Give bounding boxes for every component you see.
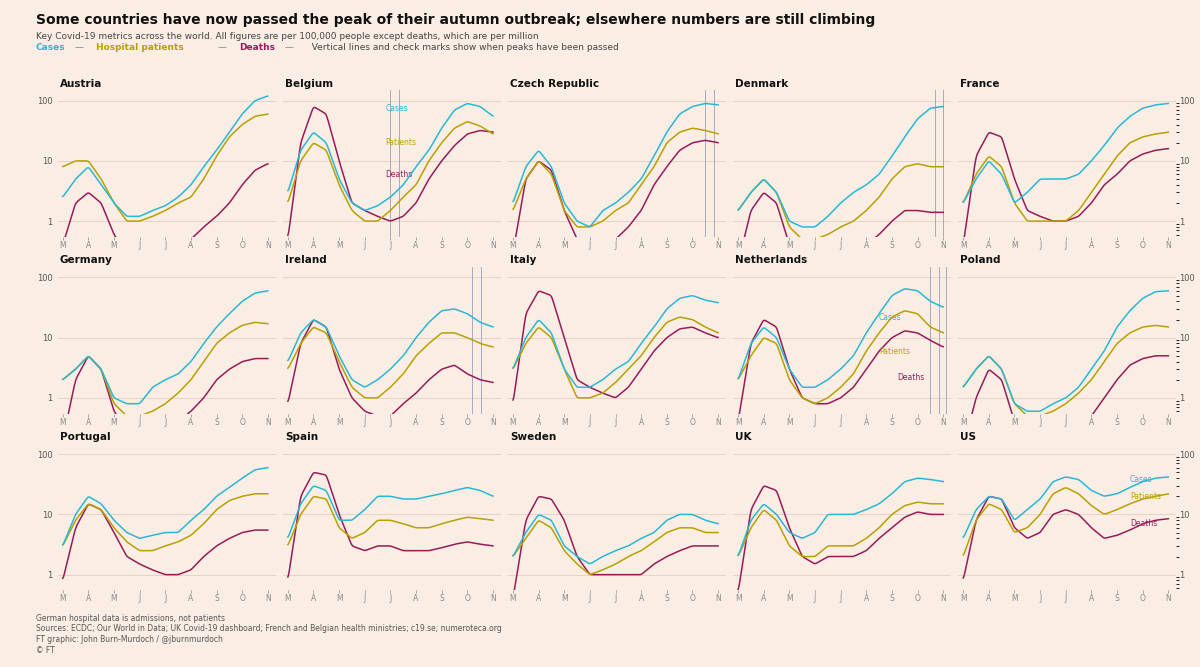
Text: Ireland: Ireland	[284, 255, 326, 265]
Text: Austria: Austria	[60, 79, 102, 89]
Text: Key Covid-19 metrics across the world. All figures are per 100,000 people except: Key Covid-19 metrics across the world. A…	[36, 32, 539, 41]
Text: Czech Republic: Czech Republic	[510, 79, 599, 89]
Text: German hospital data is admissions, not patients: German hospital data is admissions, not …	[36, 614, 226, 622]
Text: —: —	[218, 43, 227, 52]
Text: Sweden: Sweden	[510, 432, 557, 442]
Text: Netherlands: Netherlands	[736, 255, 808, 265]
Text: Cases: Cases	[385, 103, 408, 113]
Text: Patients: Patients	[880, 347, 910, 356]
Text: Deaths: Deaths	[898, 373, 924, 382]
Text: France: France	[960, 79, 1000, 89]
Text: UK: UK	[736, 432, 751, 442]
Text: Germany: Germany	[60, 255, 113, 265]
Text: Patients: Patients	[385, 138, 416, 147]
Text: Belgium: Belgium	[284, 79, 334, 89]
Text: US: US	[960, 432, 977, 442]
Text: FT graphic: John Burn-Murdoch / @jburnmurdoch: FT graphic: John Burn-Murdoch / @jburnmu…	[36, 635, 223, 644]
Text: Cases: Cases	[1130, 475, 1152, 484]
Text: Spain: Spain	[284, 432, 318, 442]
Text: Patients: Patients	[1130, 492, 1160, 501]
Text: Some countries have now passed the peak of their autumn outbreak; elsewhere numb: Some countries have now passed the peak …	[36, 13, 875, 27]
Text: —: —	[74, 43, 84, 52]
Text: Italy: Italy	[510, 255, 536, 265]
Text: Deaths: Deaths	[1130, 519, 1157, 528]
Text: Vertical lines and check marks show when peaks have been passed: Vertical lines and check marks show when…	[306, 43, 619, 52]
Text: Portugal: Portugal	[60, 432, 110, 442]
Text: Cases: Cases	[36, 43, 66, 52]
Text: Hospital patients: Hospital patients	[96, 43, 184, 52]
Text: Cases: Cases	[880, 313, 901, 321]
Text: Deaths: Deaths	[240, 43, 276, 52]
Text: —: —	[284, 43, 294, 52]
Text: Poland: Poland	[960, 255, 1001, 265]
Text: Deaths: Deaths	[385, 170, 413, 179]
Text: Denmark: Denmark	[736, 79, 788, 89]
Text: © FT: © FT	[36, 646, 55, 654]
Text: Sources: ECDC; Our World in Data; UK Covid-19 dashboard; French and Belgian heal: Sources: ECDC; Our World in Data; UK Cov…	[36, 624, 502, 633]
